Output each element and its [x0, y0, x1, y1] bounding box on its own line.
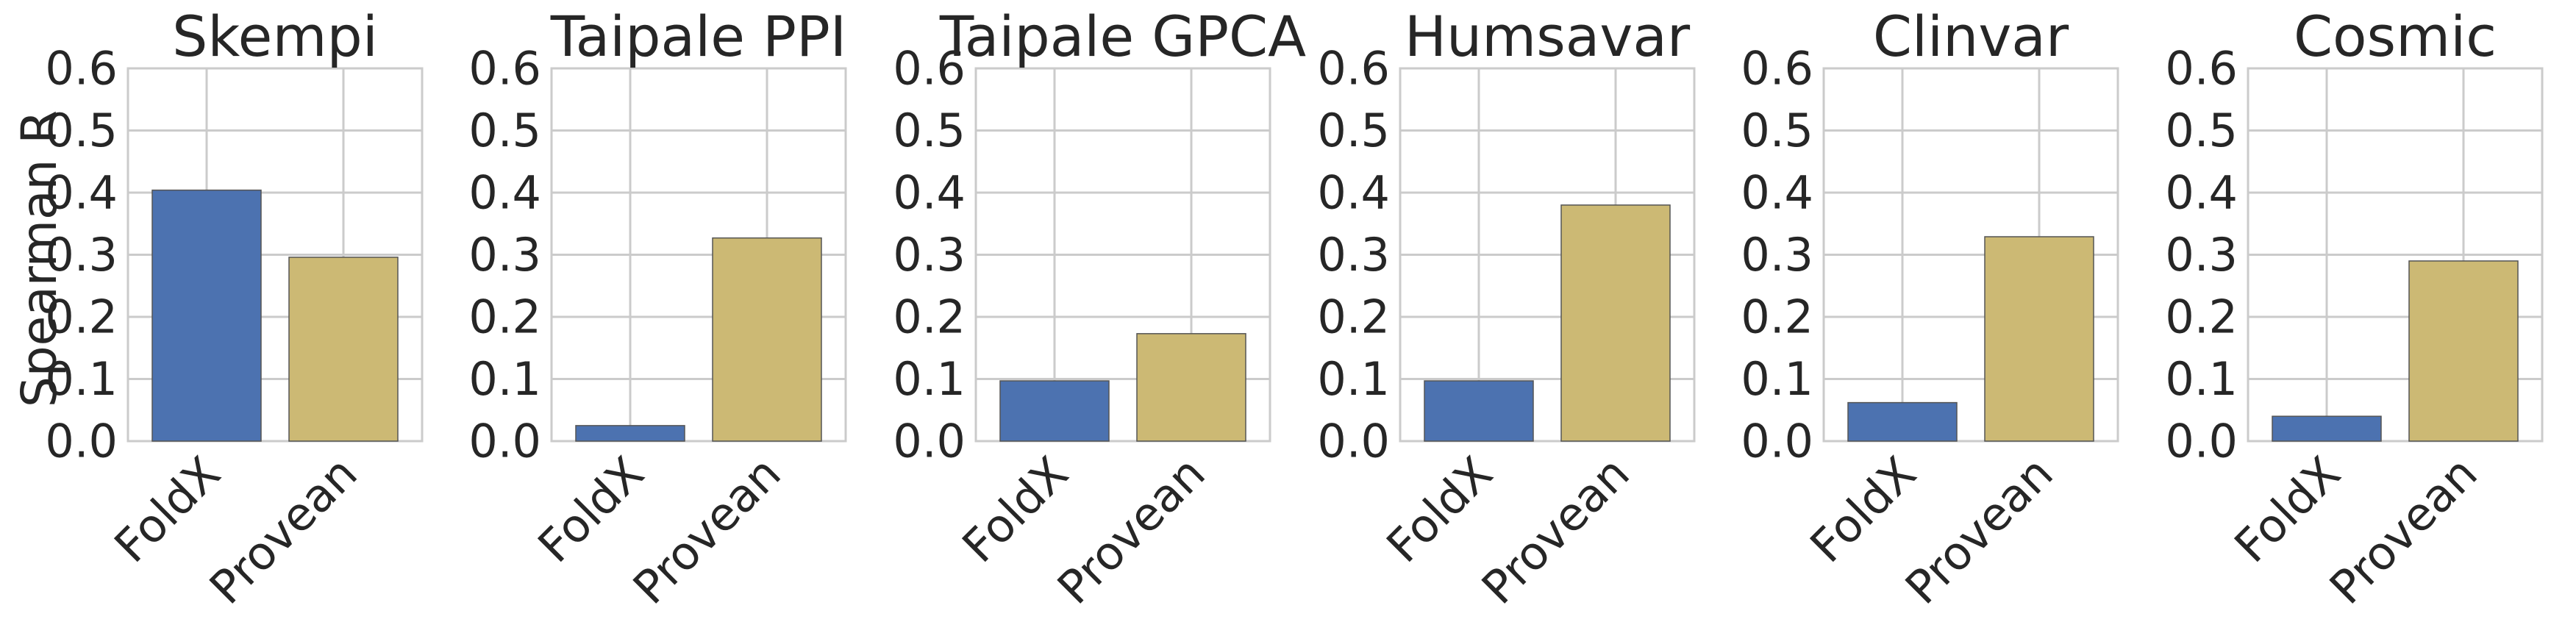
panel-title: Humsavar [1405, 4, 1691, 69]
y-tick-label: 0.1 [468, 352, 541, 406]
y-tick-label: 0.2 [2165, 290, 2238, 344]
panel-title: Clinvar [1873, 4, 2069, 69]
y-tick-label: 0.2 [45, 290, 118, 344]
x-tick-label: Provean [1047, 446, 1216, 615]
y-tick-label: 0.3 [1741, 228, 1813, 282]
y-tick-label: 0.0 [2165, 415, 2238, 468]
y-tick-label: 0.5 [2165, 104, 2238, 157]
bar-foldx [999, 380, 1110, 442]
panel-title: Taipale PPI [550, 4, 846, 69]
y-tick-label: 0.2 [893, 290, 966, 344]
y-tick-label: 0.5 [45, 104, 118, 157]
panel-title: Skempi [172, 4, 378, 69]
y-tick-label: 0.2 [1741, 290, 1813, 344]
panel-title: Taipale GPCA [939, 4, 1306, 69]
y-tick-label: 0.2 [1317, 290, 1390, 344]
x-tick-label: FoldX [527, 446, 654, 573]
y-tick-label: 0.4 [2165, 166, 2238, 220]
y-tick-label: 0.3 [2165, 228, 2238, 282]
x-tick-label: FoldX [1376, 446, 1502, 573]
bar-provean [712, 237, 822, 442]
y-tick-label: 0.2 [468, 290, 541, 344]
y-axis-label: Spearman R [11, 110, 68, 407]
x-tick-label: FoldX [2224, 446, 2350, 573]
y-tick-label: 0.1 [45, 352, 118, 406]
y-tick-label: 0.4 [1741, 166, 1813, 220]
y-tick-label: 0.4 [893, 166, 966, 220]
y-tick-label: 0.5 [893, 104, 966, 157]
y-tick-label: 0.6 [893, 42, 966, 96]
bar-foldx [151, 189, 262, 442]
bar-provean [1984, 236, 2094, 442]
bar-provean [2408, 260, 2519, 442]
x-tick-label: Provean [199, 446, 368, 615]
y-tick-label: 0.0 [468, 415, 541, 468]
y-tick-label: 0.3 [45, 228, 118, 282]
y-tick-label: 0.6 [45, 42, 118, 96]
y-tick-label: 0.4 [45, 166, 118, 220]
y-tick-label: 0.6 [1317, 42, 1390, 96]
x-tick-label: Provean [1471, 446, 1640, 615]
y-tick-label: 0.6 [468, 42, 541, 96]
y-tick-label: 0.1 [1741, 352, 1813, 406]
bar-foldx [575, 425, 685, 442]
y-tick-label: 0.6 [2165, 42, 2238, 96]
x-tick-label: Provean [2319, 446, 2488, 615]
bar-foldx [1847, 401, 1958, 442]
y-tick-label: 0.3 [893, 228, 966, 282]
x-tick-label: FoldX [952, 446, 1078, 573]
y-tick-label: 0.3 [468, 228, 541, 282]
x-tick-label: Provean [623, 446, 791, 615]
bar-foldx [1424, 380, 1534, 442]
y-tick-label: 0.4 [1317, 166, 1390, 220]
y-tick-label: 0.0 [893, 415, 966, 468]
y-tick-label: 0.0 [45, 415, 118, 468]
bar-foldx [2272, 415, 2382, 442]
y-tick-label: 0.3 [1317, 228, 1390, 282]
y-tick-label: 0.5 [468, 104, 541, 157]
y-tick-label: 0.1 [893, 352, 966, 406]
y-tick-label: 0.5 [1317, 104, 1390, 157]
y-tick-label: 0.6 [1741, 42, 1813, 96]
y-tick-label: 0.1 [2165, 352, 2238, 406]
y-tick-label: 0.0 [1317, 415, 1390, 468]
y-tick-label: 0.5 [1741, 104, 1813, 157]
panel-title: Cosmic [2294, 4, 2497, 69]
y-tick-label: 0.4 [468, 166, 541, 220]
bar-provean [1560, 204, 1671, 442]
bar-provean [1136, 333, 1246, 442]
x-tick-label: FoldX [1799, 446, 1926, 573]
y-tick-label: 0.0 [1741, 415, 1813, 468]
x-tick-label: Provean [1895, 446, 2063, 615]
bar-provean [288, 257, 399, 442]
x-tick-label: FoldX [104, 446, 230, 573]
y-tick-label: 0.1 [1317, 352, 1390, 406]
